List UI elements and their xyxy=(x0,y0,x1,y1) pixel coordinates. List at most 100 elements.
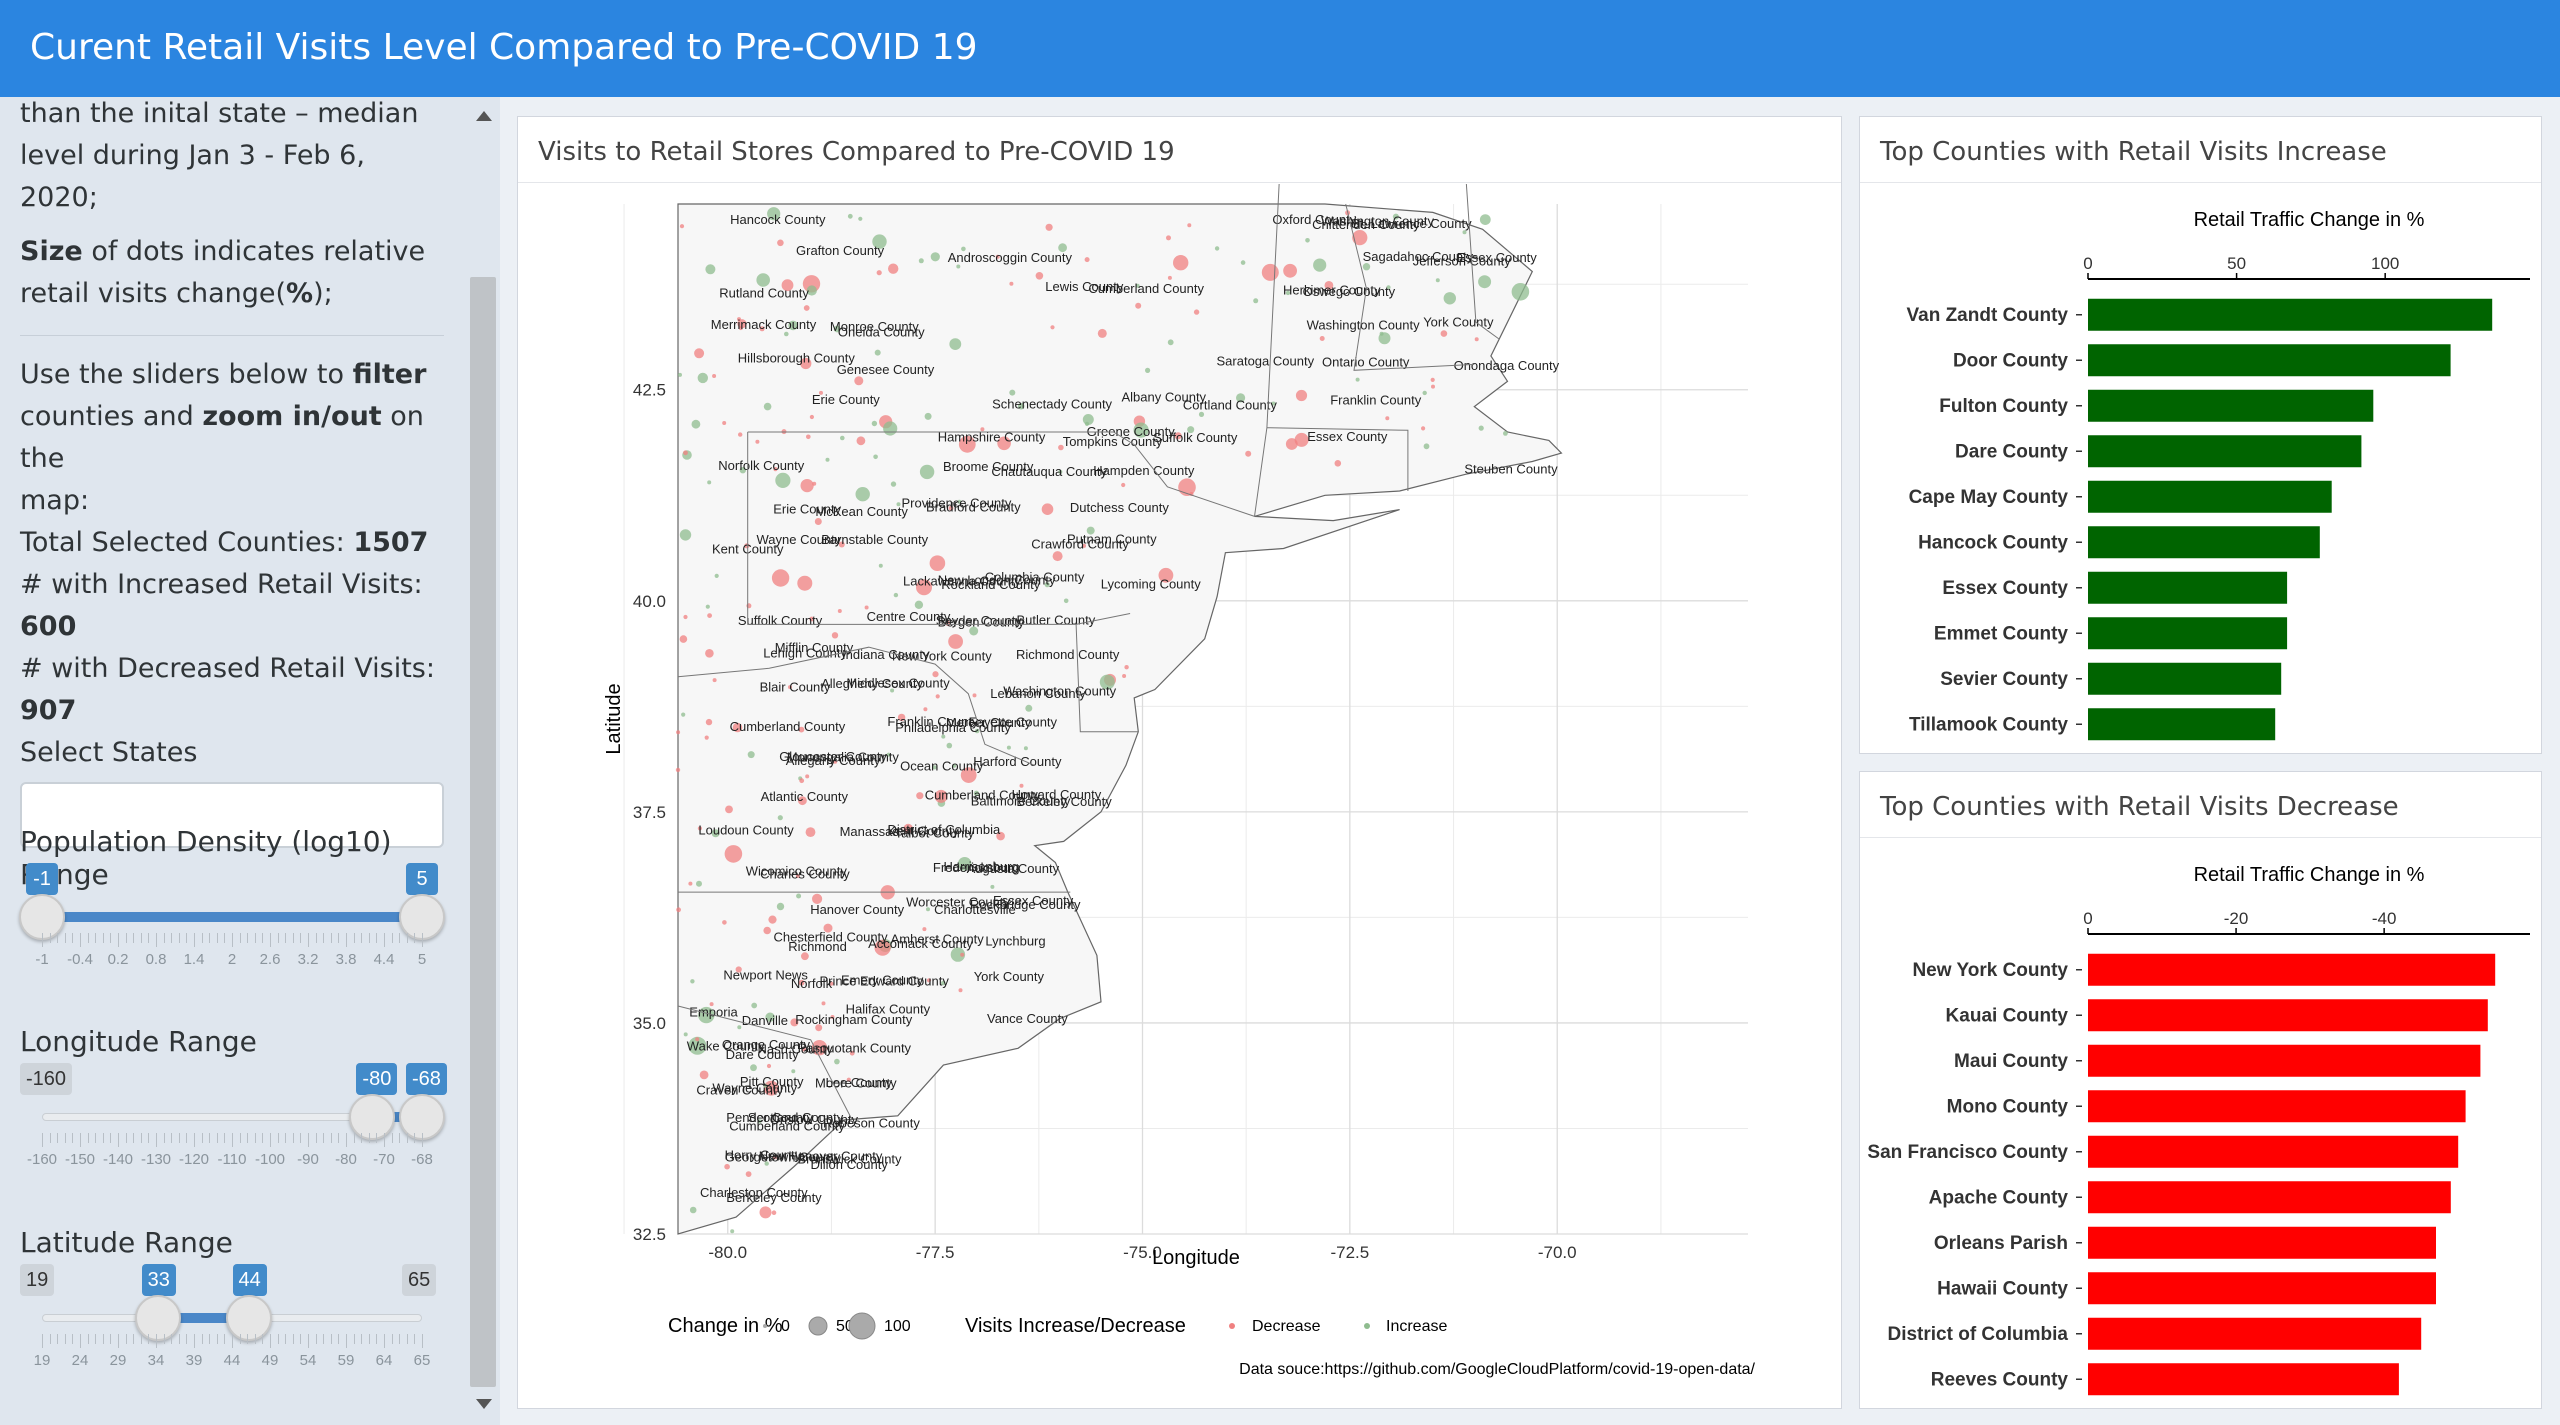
popdensity-slider[interactable]: Population Density (log10) Range -1 5 -1 -0… xyxy=(19,825,445,985)
slider-tick-label: 54 xyxy=(299,1352,317,1369)
slider-from-value: -1 xyxy=(26,863,58,895)
increase-dot xyxy=(1145,367,1151,373)
slider-tick xyxy=(277,933,279,943)
county-label: Charles County xyxy=(760,866,850,881)
county-label: Ocean County xyxy=(900,758,984,773)
increase-dot xyxy=(791,1069,796,1074)
county-label: Cumberland County xyxy=(925,788,1041,803)
decreased-count: # with Decreased Retail Visits: 907 xyxy=(20,653,435,726)
slider-tick xyxy=(201,1334,203,1344)
increase-dot xyxy=(941,734,946,739)
decrease-dot xyxy=(781,279,794,292)
county-label: York County xyxy=(974,969,1045,984)
slider-tick xyxy=(209,1334,211,1344)
slider-tick xyxy=(247,1133,249,1143)
scroll-thumb[interactable] xyxy=(470,277,496,1387)
increase-dot xyxy=(697,372,708,384)
county-label: Erie County xyxy=(812,392,880,407)
county-label: Genesee County xyxy=(837,362,935,377)
decrease-dot xyxy=(800,479,814,493)
county-label: Tompkins County xyxy=(1063,434,1163,449)
bar xyxy=(2088,480,2332,513)
bar xyxy=(2088,389,2374,422)
slider-tick-label: 2.6 xyxy=(259,951,281,968)
county-label: Howard County xyxy=(1012,787,1102,802)
sidebar-scrollbar[interactable] xyxy=(466,97,500,1425)
decrease-dot xyxy=(725,805,733,814)
bar xyxy=(2088,953,2496,986)
increase-dot xyxy=(872,234,887,249)
scroll-up-icon[interactable] xyxy=(476,111,492,121)
county-label: Lehigh County xyxy=(763,645,847,660)
top-decrease-panel: Top Counties with Retail Visits Decrease… xyxy=(1859,771,2542,1409)
slider-from-handle[interactable] xyxy=(349,1094,396,1140)
data-source: Data souce:https://github.com/GoogleClou… xyxy=(1239,1361,1755,1378)
map-ylabel: Latitude xyxy=(603,683,625,754)
slider-tick xyxy=(64,1133,66,1143)
state-border xyxy=(1345,203,1475,371)
county-label: Schenectady County xyxy=(992,397,1112,412)
county-label: Providence County xyxy=(902,495,1012,510)
increase-dot xyxy=(1025,704,1033,712)
slider-from-handle[interactable] xyxy=(134,1295,181,1341)
slider-to-handle[interactable] xyxy=(225,1295,272,1341)
decrease-dot xyxy=(1245,450,1252,457)
decrease-dot xyxy=(800,357,812,370)
increase-dot xyxy=(918,258,924,264)
bar-category-label: Tillamook County xyxy=(1909,714,2068,735)
legend-size-label: 100 xyxy=(884,1318,911,1335)
increase-dot xyxy=(707,480,712,485)
bar xyxy=(2088,617,2288,650)
bar xyxy=(2088,298,2493,331)
slider-ticks: -1 -0.4 0.2 0.8 1.4 2 2.6 3.2 3.8 4.4 5 xyxy=(35,933,426,968)
bar-axis-tick-label: 50 xyxy=(2227,254,2246,273)
slider-tick-label: 44 xyxy=(223,1352,241,1369)
increase-dot xyxy=(950,947,966,962)
bar-category-label: Hancock County xyxy=(1918,532,2068,553)
scroll-down-icon[interactable] xyxy=(476,1399,492,1409)
decrease-dot xyxy=(737,319,747,329)
decrease-dot xyxy=(1261,263,1279,281)
decrease-dot xyxy=(805,827,816,837)
county-label: Onondaga County xyxy=(1454,358,1560,373)
decrease-dot xyxy=(809,414,814,420)
slider-to-handle[interactable] xyxy=(399,894,445,940)
decrease-dot xyxy=(732,722,743,733)
bar xyxy=(2088,1317,2422,1350)
slider-tick xyxy=(406,1334,408,1344)
slider-tick xyxy=(216,1133,218,1143)
slider-tick xyxy=(384,933,385,947)
slider-tick xyxy=(270,933,271,947)
county-label: Kent County xyxy=(887,824,959,839)
slider-tick xyxy=(194,1133,195,1147)
county-label: District of Columbia xyxy=(888,822,1001,837)
slider-max-label: 65 xyxy=(402,1264,437,1296)
increase-dot xyxy=(757,1119,762,1124)
increase-dot xyxy=(957,499,962,504)
county-label: New London County xyxy=(938,573,1056,588)
decrease-dot xyxy=(831,632,839,639)
county-label: Chittenden County xyxy=(1312,217,1420,232)
slider-tick xyxy=(171,1334,173,1344)
divider xyxy=(20,335,444,336)
increase-dot xyxy=(873,454,878,460)
slider-tick xyxy=(42,933,43,947)
county-label: Snyder County xyxy=(936,613,1022,628)
slider-tick-label: -160 xyxy=(26,1151,58,1168)
slider-tick-label: 3.8 xyxy=(335,951,357,968)
increase-dot xyxy=(679,529,692,541)
latitude-slider[interactable]: Latitude Range 19 65 33 44 19 24 29 34 39 44 49 54 5… xyxy=(20,1226,444,1386)
increase-dot xyxy=(681,712,686,717)
county-label: Pender County xyxy=(726,1110,813,1125)
slider-tick-label: 1.4 xyxy=(183,951,205,968)
slider-tick xyxy=(148,1334,150,1344)
county-label: Barnstable County xyxy=(821,532,928,547)
slider-tick-label: -1 xyxy=(35,951,49,968)
increase-dot xyxy=(1099,674,1115,690)
decrease-dot xyxy=(675,767,681,773)
decrease-dot xyxy=(888,263,899,274)
select-states-input[interactable] xyxy=(20,782,444,848)
bar xyxy=(2088,1044,2481,1077)
longitude-slider[interactable]: Longitude Range -160 -80 -68 -160 -150 -140 -1… xyxy=(20,1025,447,1185)
